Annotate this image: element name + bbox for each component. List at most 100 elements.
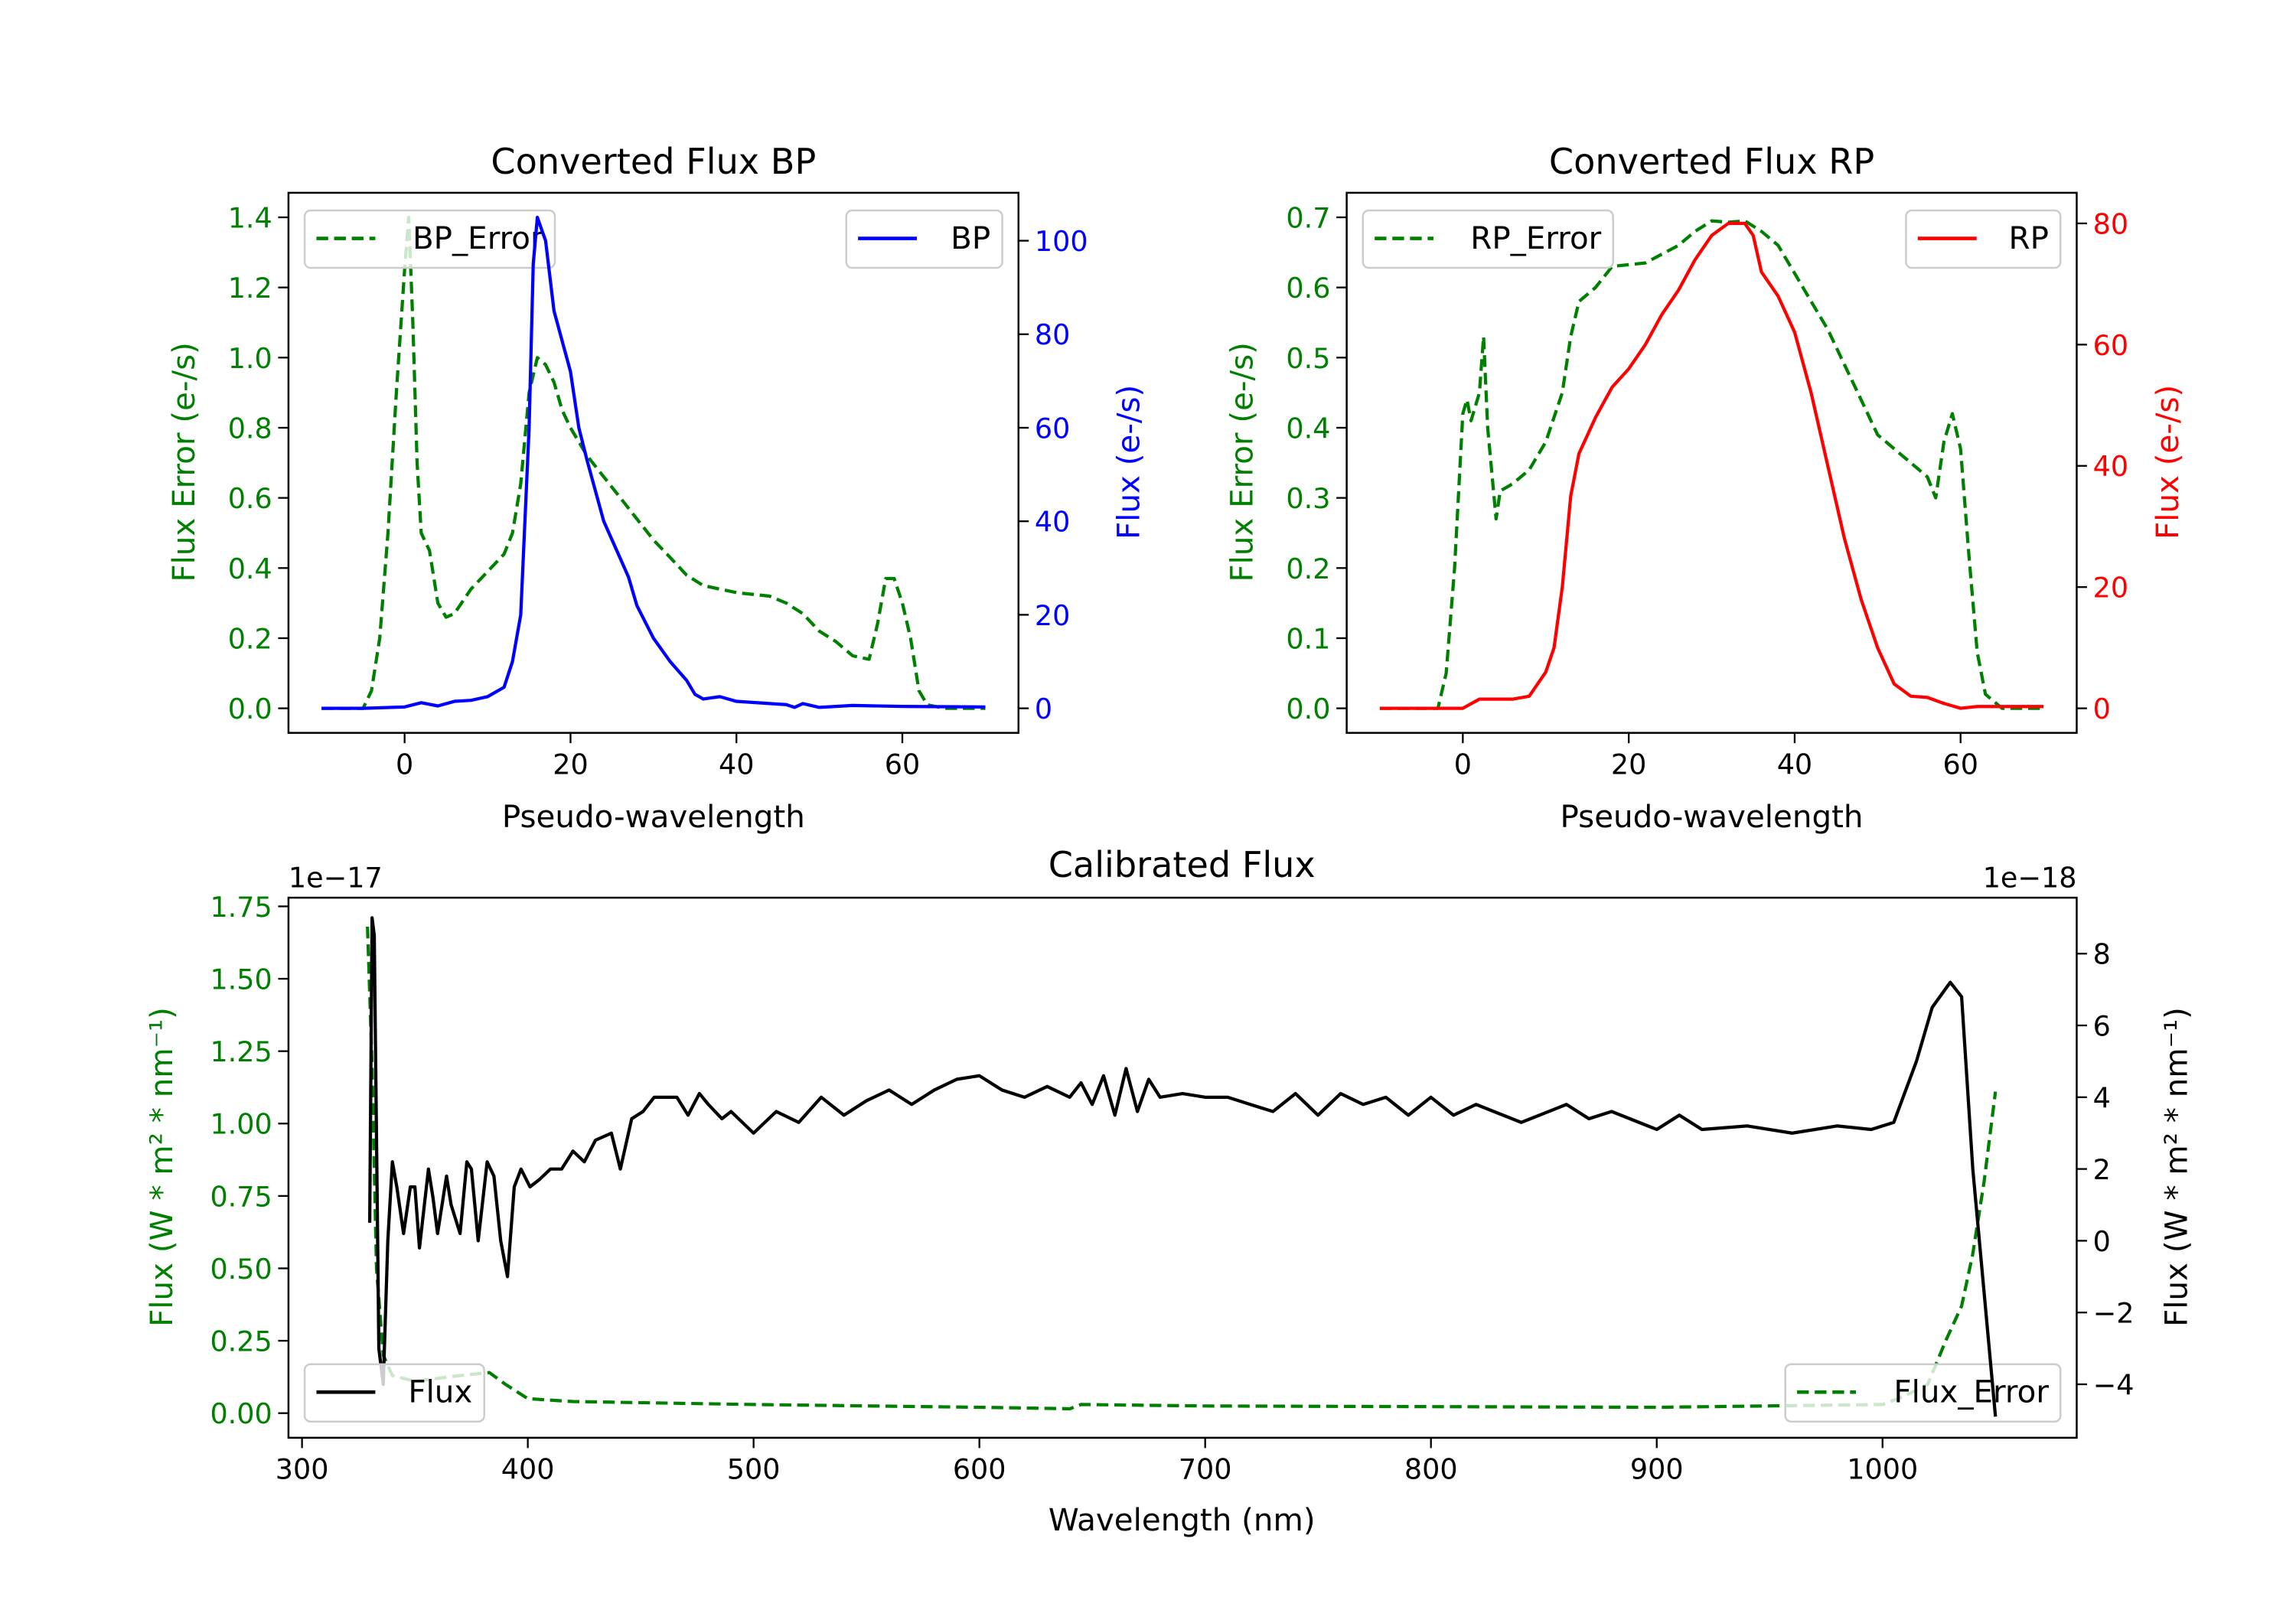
- x-tick-label: 600: [953, 1453, 1006, 1486]
- y-right-tick-label: −2: [2093, 1297, 2135, 1330]
- y-right-tick-label: 6: [2093, 1009, 2111, 1042]
- y-left-tick-label: 0.50: [210, 1253, 272, 1286]
- x-tick-label: 40: [1777, 748, 1812, 781]
- y-right-tick-label: 2: [2093, 1153, 2111, 1186]
- legend-frame: [1905, 209, 2062, 269]
- legend-flux-error: Flux_Error: [1784, 1363, 2062, 1423]
- bp-title: Converted Flux BP: [491, 141, 816, 182]
- bp-x-axis-label: Pseudo-wavelength: [502, 799, 805, 835]
- y-right-tick-label: 60: [2093, 329, 2128, 362]
- y-left-tick-label: 1.2: [228, 272, 272, 305]
- legend-frame: [845, 209, 1003, 269]
- x-tick-label: 20: [553, 748, 588, 781]
- y-left-tick-label: 0.75: [210, 1180, 272, 1213]
- bp-y-left-axis-label: Flux Error (e-/s): [166, 342, 202, 582]
- y-right-tick-label: 8: [2093, 938, 2111, 971]
- series-line-rp-error: [1379, 219, 2044, 710]
- calibrated-y-left-axis-label: Flux (W * m² * nm⁻¹): [144, 1007, 180, 1327]
- y-left-tick-label: 0.25: [210, 1325, 272, 1358]
- y-right-tick-label: 100: [1035, 225, 1088, 258]
- axes-frame: [287, 896, 2078, 1439]
- y-right-tick-label: −4: [2093, 1368, 2135, 1401]
- x-tick-label: 1000: [1847, 1453, 1918, 1486]
- x-tick-label: 900: [1630, 1453, 1684, 1486]
- x-tick-label: 300: [276, 1453, 329, 1486]
- legend-label: BP_Error: [413, 220, 543, 256]
- y-right-tick-label: 40: [2093, 450, 2128, 483]
- x-tick-label: 700: [1179, 1453, 1232, 1486]
- legend-label: RP_Error: [1470, 220, 1601, 256]
- y-right-tick-label: 20: [2093, 572, 2128, 605]
- calibrated-panel: Calibrated Flux Wavelength (nm) Flux (W …: [144, 844, 2195, 1538]
- y-right-tick-label: 60: [1035, 412, 1070, 445]
- x-tick-label: 20: [1611, 748, 1646, 781]
- y-left-tick-label: 0.3: [1286, 482, 1330, 515]
- calibrated-y-right-axis-label: Flux (W * m² * nm⁻¹): [2159, 1007, 2195, 1327]
- y-left-tick-label: 0.0: [228, 693, 272, 725]
- series-line-flux: [367, 916, 1998, 1417]
- axes-frame: [1345, 191, 2078, 734]
- y-left-tick-label: 1.4: [228, 201, 272, 234]
- legend-label: Flux_Error: [1893, 1374, 2049, 1410]
- legend-frame: [1362, 209, 1614, 269]
- y-left-tick-label: 1.25: [210, 1035, 272, 1068]
- y-left-tick-label: 1.50: [210, 963, 272, 996]
- legend-frame: [303, 209, 556, 269]
- rp-panel: Converted Flux RP Pseudo-wavelength Flux…: [1225, 141, 2187, 835]
- x-tick-label: 40: [719, 748, 754, 781]
- legend-label: Flux: [408, 1374, 472, 1410]
- x-tick-label: 400: [501, 1453, 555, 1486]
- y-left-tick-label: 0.2: [1286, 553, 1330, 585]
- legend-rp-error: RP_Error: [1362, 209, 1614, 269]
- series-line-rp: [1379, 221, 2044, 710]
- y-left-tick-label: 1.00: [210, 1108, 272, 1141]
- y-left-tick-label: 0.1: [1286, 622, 1330, 655]
- y-left-tick-label: 1.0: [228, 342, 272, 375]
- x-tick-label: 60: [1942, 748, 1978, 781]
- y-right-tick-label: 80: [2093, 207, 2128, 240]
- y-left-tick-label: 0.4: [1286, 412, 1330, 445]
- rp-title: Converted Flux RP: [1549, 141, 1874, 182]
- left-offset-text: 1e−17: [289, 862, 383, 895]
- y-left-tick-label: 0.00: [210, 1397, 272, 1430]
- legend-flux: Flux: [303, 1363, 485, 1423]
- axes-frame: [287, 191, 1020, 734]
- legend-rp: RP: [1905, 209, 2062, 269]
- y-left-tick-label: 1.75: [210, 891, 272, 924]
- y-right-tick-label: 4: [2093, 1081, 2111, 1114]
- legend-label: RP: [2009, 220, 2049, 256]
- rp-y-right-axis-label: Flux (e-/s): [2150, 385, 2186, 539]
- x-tick-label: 800: [1404, 1453, 1458, 1486]
- legend-label: BP: [951, 220, 990, 256]
- y-left-tick-label: 0.2: [228, 622, 272, 655]
- rp-x-axis-label: Pseudo-wavelength: [1561, 799, 1864, 835]
- y-right-tick-label: 0: [2093, 1225, 2111, 1258]
- rp-y-left-axis-label: Flux Error (e-/s): [1225, 342, 1261, 582]
- y-right-tick-label: 40: [1035, 506, 1070, 539]
- y-left-tick-label: 0.5: [1286, 342, 1330, 375]
- y-right-tick-label: 80: [1035, 318, 1070, 351]
- x-tick-label: 0: [396, 748, 413, 781]
- right-offset-text: 1e−18: [1983, 862, 2077, 895]
- legend-bp-error: BP_Error: [303, 209, 556, 269]
- calibrated-title: Calibrated Flux: [1049, 844, 1316, 885]
- x-tick-label: 60: [885, 748, 920, 781]
- y-left-tick-label: 0.8: [228, 412, 272, 445]
- legend-frame: [303, 1363, 485, 1423]
- bp-panel: Converted Flux BP Pseudo-wavelength Flux…: [166, 141, 1147, 835]
- y-left-tick-label: 0.6: [228, 482, 272, 515]
- y-left-tick-label: 0.6: [1286, 272, 1330, 305]
- y-left-tick-label: 0.4: [228, 553, 272, 585]
- y-right-tick-label: 0: [1035, 693, 1052, 725]
- x-tick-label: 0: [1454, 748, 1472, 781]
- y-left-tick-label: 0.0: [1286, 693, 1330, 725]
- y-right-tick-label: 20: [1035, 599, 1070, 632]
- y-left-tick-label: 0.7: [1286, 201, 1330, 234]
- series-line-bp: [321, 215, 986, 710]
- x-tick-label: 500: [727, 1453, 781, 1486]
- y-right-tick-label: 0: [2093, 693, 2111, 725]
- legend-bp: BP: [845, 209, 1003, 269]
- bp-y-right-axis-label: Flux (e-/s): [1110, 385, 1146, 539]
- calibrated-x-axis-label: Wavelength (nm): [1049, 1502, 1316, 1538]
